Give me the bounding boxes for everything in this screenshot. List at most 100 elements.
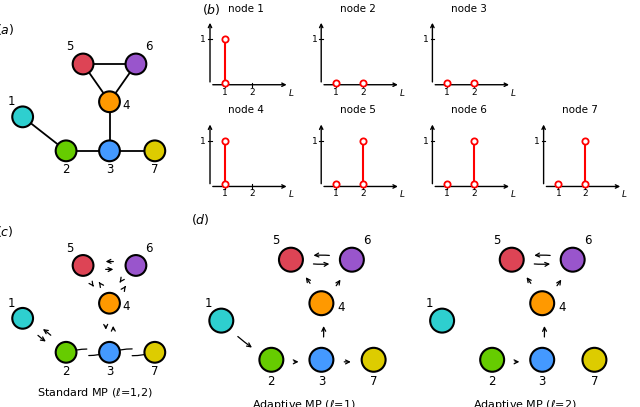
Text: node 4: node 4: [228, 105, 264, 115]
FancyArrowPatch shape: [543, 327, 547, 337]
Circle shape: [73, 255, 93, 276]
Text: node 7: node 7: [562, 105, 598, 115]
FancyArrowPatch shape: [89, 352, 108, 356]
Text: 2: 2: [360, 88, 365, 96]
FancyArrowPatch shape: [344, 360, 349, 364]
Text: node 5: node 5: [340, 105, 376, 115]
Text: $(a)$: $(a)$: [0, 22, 15, 37]
Text: 1: 1: [534, 137, 540, 146]
Circle shape: [125, 54, 147, 74]
Text: 2: 2: [582, 189, 588, 198]
Text: node 3: node 3: [451, 4, 486, 13]
Text: 1: 1: [200, 35, 206, 44]
Text: 2: 2: [249, 88, 255, 96]
Circle shape: [12, 308, 33, 329]
Circle shape: [259, 348, 284, 372]
Text: 7: 7: [151, 163, 159, 176]
Circle shape: [340, 248, 364, 271]
FancyArrowPatch shape: [514, 360, 518, 364]
Circle shape: [310, 348, 333, 372]
Text: Adaptive MP ($\ell$=2): Adaptive MP ($\ell$=2): [473, 398, 577, 407]
Text: 1: 1: [426, 297, 433, 310]
Text: 1: 1: [200, 137, 206, 146]
Text: 5: 5: [493, 234, 500, 247]
Text: 3: 3: [106, 163, 113, 176]
Text: 1: 1: [423, 35, 429, 44]
Circle shape: [99, 140, 120, 161]
Text: 4: 4: [337, 301, 345, 314]
Text: 4: 4: [558, 301, 566, 314]
FancyArrowPatch shape: [111, 349, 132, 352]
FancyArrowPatch shape: [132, 352, 154, 356]
FancyArrowPatch shape: [104, 324, 108, 328]
Text: 2: 2: [268, 375, 275, 388]
FancyArrowPatch shape: [106, 268, 112, 271]
Text: $L$: $L$: [399, 87, 405, 98]
Circle shape: [145, 140, 165, 161]
Text: 5: 5: [66, 242, 74, 255]
Circle shape: [310, 291, 333, 315]
FancyArrowPatch shape: [315, 253, 330, 257]
Text: 7: 7: [151, 365, 159, 378]
Text: 4: 4: [123, 99, 131, 112]
Circle shape: [99, 91, 120, 112]
FancyArrowPatch shape: [238, 337, 251, 347]
FancyArrowPatch shape: [99, 282, 104, 287]
FancyArrowPatch shape: [536, 253, 550, 257]
Text: 7: 7: [370, 375, 378, 388]
Text: $(c)$: $(c)$: [0, 224, 14, 239]
Text: 1: 1: [333, 88, 339, 96]
Text: node 6: node 6: [451, 105, 486, 115]
Circle shape: [362, 348, 385, 372]
Text: 5: 5: [272, 234, 280, 247]
FancyArrowPatch shape: [307, 278, 310, 283]
Text: 3: 3: [538, 375, 546, 388]
Circle shape: [56, 342, 76, 363]
Text: $L$: $L$: [287, 87, 294, 98]
Text: 6: 6: [584, 234, 591, 247]
Circle shape: [561, 248, 585, 271]
FancyArrowPatch shape: [89, 281, 93, 286]
Text: $L$: $L$: [510, 87, 516, 98]
Circle shape: [530, 348, 554, 372]
Text: 1: 1: [8, 297, 15, 310]
FancyArrowPatch shape: [293, 360, 297, 364]
Text: $L$: $L$: [621, 188, 628, 199]
Text: Standard MP ($\ell$=1,2): Standard MP ($\ell$=1,2): [36, 386, 152, 399]
Circle shape: [530, 291, 554, 315]
Text: 1: 1: [333, 189, 339, 198]
Text: 1: 1: [222, 189, 228, 198]
Circle shape: [73, 54, 93, 74]
FancyArrowPatch shape: [121, 287, 125, 291]
Text: 3: 3: [317, 375, 325, 388]
FancyArrowPatch shape: [67, 349, 87, 352]
Text: 2: 2: [471, 189, 477, 198]
Text: 2: 2: [488, 375, 496, 388]
Circle shape: [12, 107, 33, 127]
Text: 1: 1: [444, 189, 450, 198]
Circle shape: [99, 342, 120, 363]
Text: 2: 2: [62, 365, 70, 378]
Text: 1: 1: [312, 137, 317, 146]
Text: 6: 6: [145, 41, 153, 53]
Text: node 1: node 1: [228, 4, 264, 13]
FancyArrowPatch shape: [527, 278, 531, 283]
FancyArrowPatch shape: [120, 277, 124, 282]
FancyArrowPatch shape: [111, 327, 115, 331]
FancyArrowPatch shape: [107, 259, 113, 263]
Circle shape: [500, 248, 524, 271]
Circle shape: [145, 342, 165, 363]
Text: 1: 1: [222, 88, 228, 96]
Text: $L$: $L$: [510, 188, 516, 199]
Text: $L$: $L$: [399, 188, 405, 199]
Text: 1: 1: [205, 297, 212, 310]
Text: 1: 1: [8, 95, 15, 108]
Text: 6: 6: [145, 242, 153, 255]
Text: 6: 6: [364, 234, 371, 247]
Text: node 2: node 2: [340, 4, 376, 13]
Text: 5: 5: [66, 41, 74, 53]
FancyArrowPatch shape: [38, 335, 45, 341]
FancyArrowPatch shape: [557, 281, 561, 286]
Circle shape: [209, 309, 233, 333]
Text: 1: 1: [444, 88, 450, 96]
